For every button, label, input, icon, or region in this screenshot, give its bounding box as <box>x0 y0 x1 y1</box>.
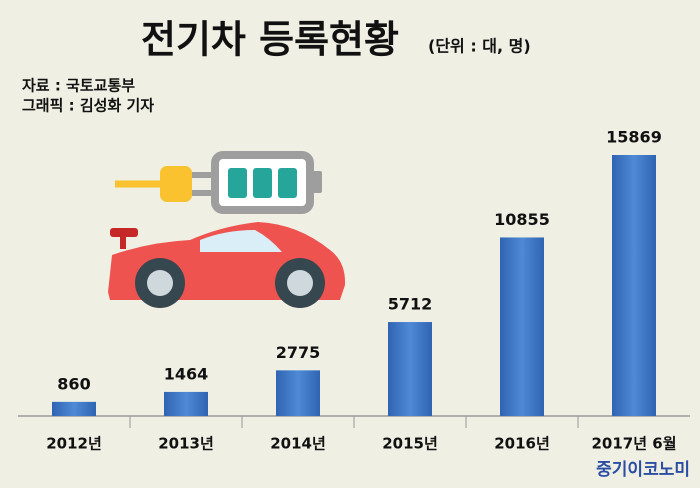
value-label: 5712 <box>388 295 433 314</box>
bar <box>388 322 432 416</box>
illustration <box>108 151 346 308</box>
chart-title: 전기차 등록현황 <box>141 18 399 62</box>
x-tick-label: 2013년 <box>158 435 214 453</box>
x-tick-label: 2017년 6월 <box>591 435 676 453</box>
value-label: 1464 <box>164 364 209 383</box>
bar <box>52 401 96 416</box>
value-label: 10855 <box>494 210 550 229</box>
x-tick-label: 2016년 <box>494 435 550 453</box>
bar <box>612 155 656 416</box>
bar <box>276 370 320 416</box>
x-tick-label: 2012년 <box>46 435 102 453</box>
bar <box>164 391 208 416</box>
source: 자료 : 국토교통부 <box>22 77 135 95</box>
x-tick-label: 2015년 <box>382 435 438 453</box>
bar <box>500 237 544 416</box>
watermark: 중기이코노미 <box>596 460 690 480</box>
value-label: 2775 <box>276 343 321 362</box>
value-label: 860 <box>57 374 90 393</box>
x-tick-label: 2014년 <box>270 435 326 453</box>
unit-note: (단위 : 대, 명) <box>428 37 531 56</box>
credit: 그래픽 : 김성화 기자 <box>22 97 154 115</box>
value-label: 15869 <box>606 128 662 147</box>
